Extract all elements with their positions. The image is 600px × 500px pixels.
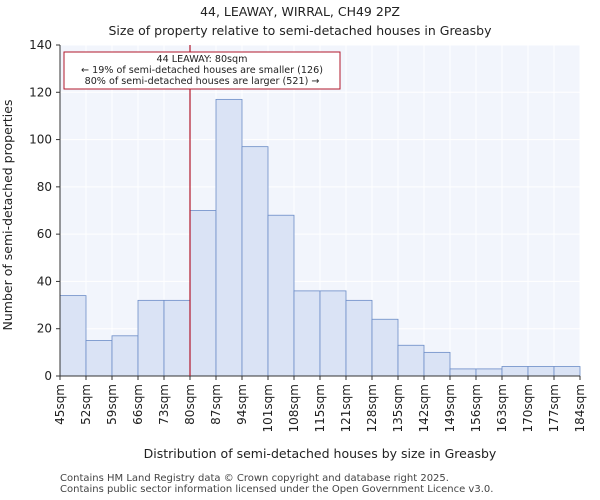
x-tick-label: 156sqm	[469, 384, 483, 432]
histogram-bar	[475, 368, 503, 377]
x-tick-label: 177sqm	[547, 384, 561, 432]
x-tick-label: 94sqm	[235, 384, 249, 425]
x-axis-label: Distribution of semi-detached houses by …	[144, 446, 497, 461]
x-tick-label: 142sqm	[417, 384, 431, 432]
x-tick-label: 87sqm	[209, 384, 223, 425]
y-tick-label: 60	[37, 227, 52, 241]
histogram-bar	[267, 214, 295, 377]
annotation-box	[63, 51, 341, 90]
x-tick-label: 115sqm	[313, 384, 327, 432]
histogram-bar	[449, 368, 477, 377]
x-tick-label: 66sqm	[131, 384, 145, 425]
histogram-bar	[371, 318, 399, 377]
histogram-bar	[111, 335, 139, 377]
histogram-bar	[397, 344, 425, 377]
histogram-bar	[241, 146, 269, 377]
bars-layer	[59, 98, 581, 377]
x-tick-label: 170sqm	[521, 384, 535, 432]
histogram-bar	[85, 340, 113, 377]
histogram-bar	[137, 299, 165, 377]
x-tick-label: 163sqm	[495, 384, 509, 432]
chart-subtitle: Size of property relative to semi-detach…	[108, 23, 492, 38]
x-tick-label: 52sqm	[79, 384, 93, 425]
x-tick-label: 101sqm	[261, 384, 275, 432]
histogram-bar	[501, 366, 529, 377]
annotation-line-1: 44 LEAWAY: 80sqm	[157, 54, 248, 65]
histogram-bar	[293, 290, 321, 377]
y-tick-label: 0	[44, 369, 52, 383]
y-tick-label: 40	[37, 274, 52, 288]
y-axis-label: Number of semi-detached properties	[0, 100, 15, 331]
histogram-bar	[527, 366, 555, 377]
y-tick-label: 120	[29, 85, 52, 99]
y-tick-label: 80	[37, 180, 52, 194]
histogram-bar	[553, 366, 581, 377]
x-tick-label: 80sqm	[183, 384, 197, 425]
x-tick-label: 128sqm	[365, 384, 379, 432]
x-tick-label: 149sqm	[443, 384, 457, 432]
histogram-bar	[423, 351, 451, 377]
x-tick-label: 59sqm	[105, 384, 119, 425]
x-tick-label: 45sqm	[53, 384, 67, 425]
y-tick-label: 140	[29, 38, 52, 52]
histogram-bar	[319, 290, 347, 377]
footer-licence: Contains public sector information licen…	[60, 484, 494, 495]
histogram-bar	[345, 299, 373, 377]
y-tick-label: 20	[37, 322, 52, 336]
y-tick-label: 100	[29, 133, 52, 147]
histogram-bar	[215, 98, 243, 377]
histogram-bar	[163, 299, 191, 377]
histogram-bar	[59, 295, 87, 377]
chart-title: 44, LEAWAY, WIRRAL, CH49 2PZ	[200, 4, 400, 19]
annotation-line-3: 80% of semi-detached houses are larger (…	[85, 76, 320, 87]
x-tick-label: 73sqm	[157, 384, 171, 425]
footer-copyright: Contains HM Land Registry data © Crown c…	[60, 473, 449, 484]
x-tick-label: 121sqm	[339, 384, 353, 432]
histogram-bar	[189, 210, 217, 377]
marker-annotation: 44 LEAWAY: 80sqm ← 19% of semi-detached …	[63, 51, 341, 90]
x-axis: 45sqm 52sqm 59sqm 66sqm 73sqm 80sqm 87sqm 94sqm…	[53, 375, 587, 432]
x-tick-label: 184sqm	[573, 384, 587, 432]
x-tick-label: 135sqm	[391, 384, 405, 432]
annotation-line-2: ← 19% of semi-detached houses are smalle…	[81, 65, 323, 76]
x-tick-label: 108sqm	[287, 384, 301, 432]
y-axis: 0 20 40 60 80 100 120 140	[29, 38, 61, 383]
